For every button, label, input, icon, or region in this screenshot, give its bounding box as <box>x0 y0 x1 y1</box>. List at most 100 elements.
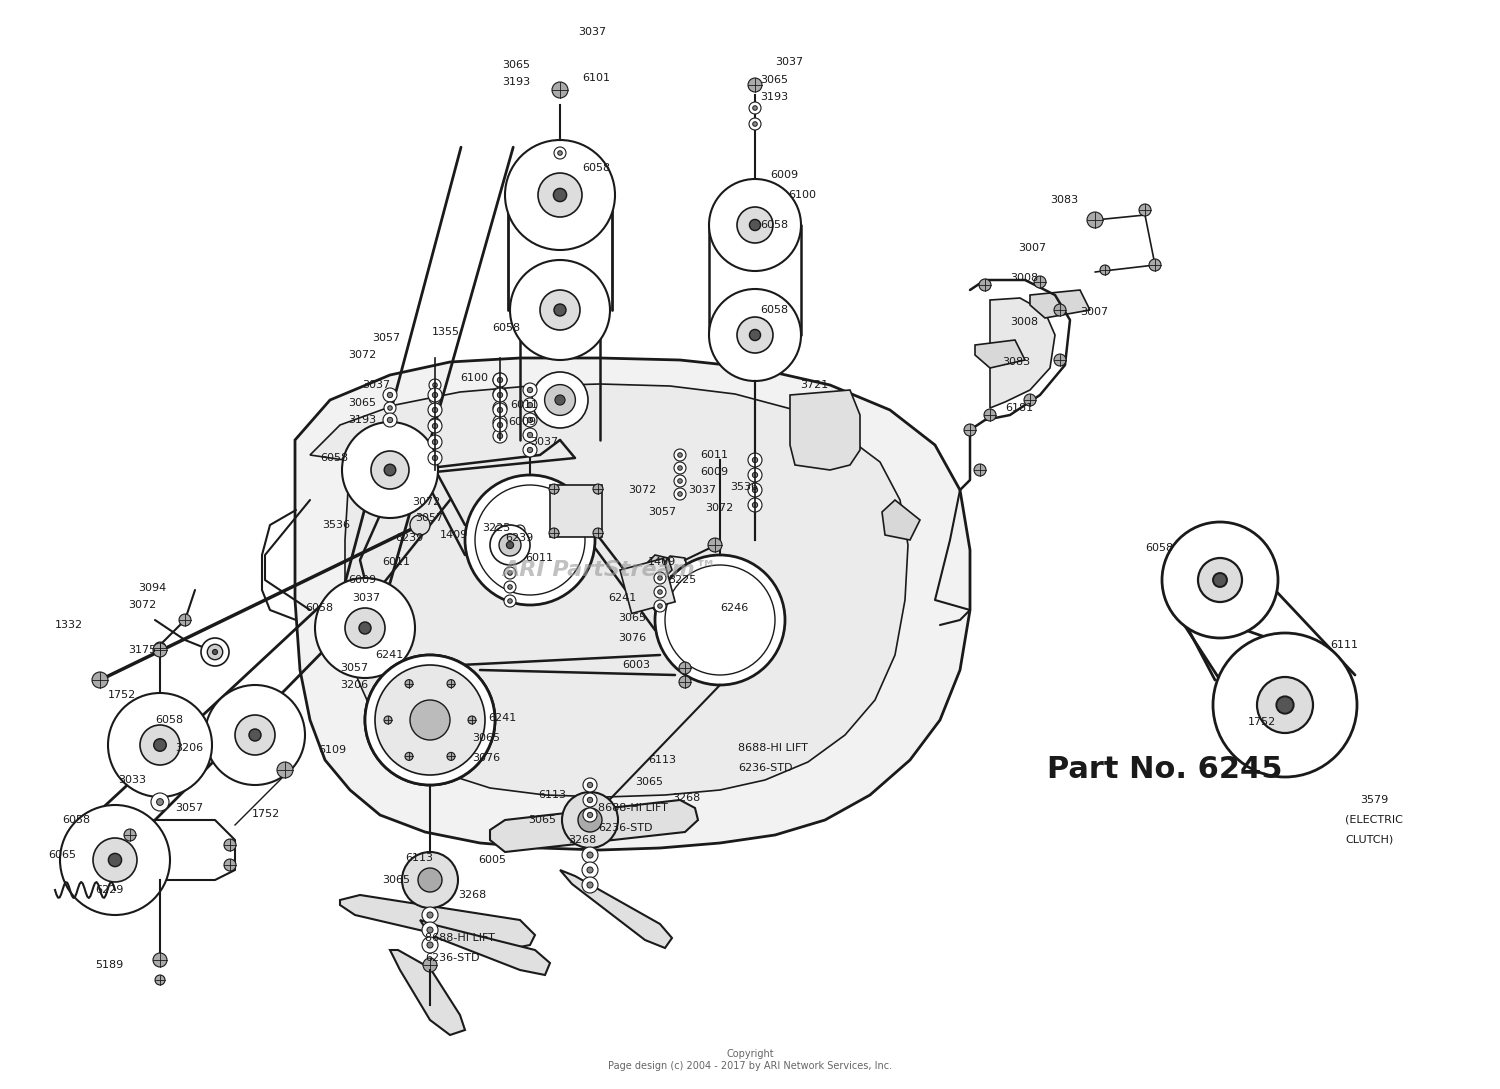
Circle shape <box>1054 354 1066 366</box>
Circle shape <box>432 395 438 401</box>
Circle shape <box>964 424 976 436</box>
Circle shape <box>249 729 261 741</box>
Circle shape <box>124 829 136 841</box>
Circle shape <box>592 484 603 494</box>
Circle shape <box>494 388 507 402</box>
Text: (ELECTRIC: (ELECTRIC <box>1346 815 1402 825</box>
Circle shape <box>586 852 592 858</box>
Text: 6113: 6113 <box>405 853 433 862</box>
Circle shape <box>528 432 532 438</box>
Circle shape <box>510 260 610 360</box>
Text: 3065: 3065 <box>382 874 410 885</box>
Text: 3076: 3076 <box>472 752 500 763</box>
Circle shape <box>753 122 758 126</box>
Circle shape <box>422 922 438 938</box>
Circle shape <box>654 586 666 598</box>
Text: 3193: 3193 <box>503 77 530 87</box>
Circle shape <box>358 622 370 634</box>
Text: ARI PartStream™: ARI PartStream™ <box>503 560 717 580</box>
Text: 3094: 3094 <box>138 583 166 594</box>
Circle shape <box>498 423 502 428</box>
Text: 1332: 1332 <box>56 620 82 631</box>
Circle shape <box>108 854 122 867</box>
Circle shape <box>750 220 760 231</box>
Circle shape <box>528 388 532 393</box>
Text: 3072: 3072 <box>348 350 376 360</box>
Circle shape <box>498 378 502 382</box>
Circle shape <box>528 448 532 453</box>
Circle shape <box>236 715 274 755</box>
Circle shape <box>578 808 602 832</box>
Circle shape <box>432 439 438 444</box>
Circle shape <box>524 397 537 412</box>
Polygon shape <box>975 340 1024 368</box>
Circle shape <box>427 419 442 433</box>
Text: 3072: 3072 <box>128 600 156 610</box>
Text: 3065: 3065 <box>503 60 530 70</box>
Circle shape <box>384 402 396 414</box>
Circle shape <box>504 582 516 594</box>
Circle shape <box>657 590 663 595</box>
Circle shape <box>375 665 484 775</box>
Circle shape <box>509 528 512 531</box>
Text: 6011: 6011 <box>700 450 727 460</box>
Text: 3057: 3057 <box>416 513 442 523</box>
Text: 6229: 6229 <box>94 885 123 895</box>
Polygon shape <box>645 555 672 580</box>
Text: 3037: 3037 <box>352 594 380 603</box>
Circle shape <box>494 418 507 432</box>
Circle shape <box>405 680 412 687</box>
Circle shape <box>153 953 166 967</box>
Circle shape <box>224 859 236 871</box>
Text: 3083: 3083 <box>1050 195 1078 205</box>
Circle shape <box>404 694 456 746</box>
Circle shape <box>178 614 190 626</box>
Circle shape <box>498 392 502 397</box>
Text: 3225: 3225 <box>482 523 510 533</box>
Text: 6009: 6009 <box>700 467 727 477</box>
Circle shape <box>427 435 442 449</box>
Circle shape <box>384 715 392 724</box>
Circle shape <box>507 541 513 549</box>
Circle shape <box>710 289 801 381</box>
Circle shape <box>532 372 588 428</box>
Circle shape <box>108 693 211 797</box>
Circle shape <box>500 534 520 556</box>
Text: 3065: 3065 <box>528 815 556 825</box>
Circle shape <box>498 405 502 411</box>
Circle shape <box>364 654 495 785</box>
Circle shape <box>494 415 507 429</box>
Text: 3037: 3037 <box>578 27 606 37</box>
Circle shape <box>447 752 454 760</box>
Text: 3057: 3057 <box>372 333 400 343</box>
Circle shape <box>432 407 438 413</box>
Circle shape <box>495 525 506 535</box>
Circle shape <box>402 852 457 908</box>
Circle shape <box>748 78 762 91</box>
Circle shape <box>498 407 502 413</box>
Circle shape <box>1214 573 1227 587</box>
Circle shape <box>708 538 722 552</box>
Circle shape <box>657 576 663 580</box>
Circle shape <box>422 907 438 923</box>
Circle shape <box>712 612 728 627</box>
Circle shape <box>465 475 596 605</box>
Circle shape <box>429 392 441 404</box>
Polygon shape <box>390 950 465 1035</box>
Polygon shape <box>1030 290 1090 318</box>
Circle shape <box>674 488 686 500</box>
Polygon shape <box>990 298 1054 408</box>
Text: 3225: 3225 <box>668 575 696 585</box>
Text: 6058: 6058 <box>154 715 183 725</box>
Circle shape <box>748 102 760 114</box>
Text: 6236-STD: 6236-STD <box>738 763 792 773</box>
Circle shape <box>387 406 393 411</box>
Circle shape <box>654 600 666 612</box>
Text: 6005: 6005 <box>478 855 506 865</box>
Circle shape <box>1054 304 1066 316</box>
Circle shape <box>753 488 758 492</box>
Circle shape <box>694 594 746 646</box>
Text: 6109: 6109 <box>318 745 346 755</box>
Circle shape <box>410 515 430 535</box>
Polygon shape <box>420 920 550 975</box>
